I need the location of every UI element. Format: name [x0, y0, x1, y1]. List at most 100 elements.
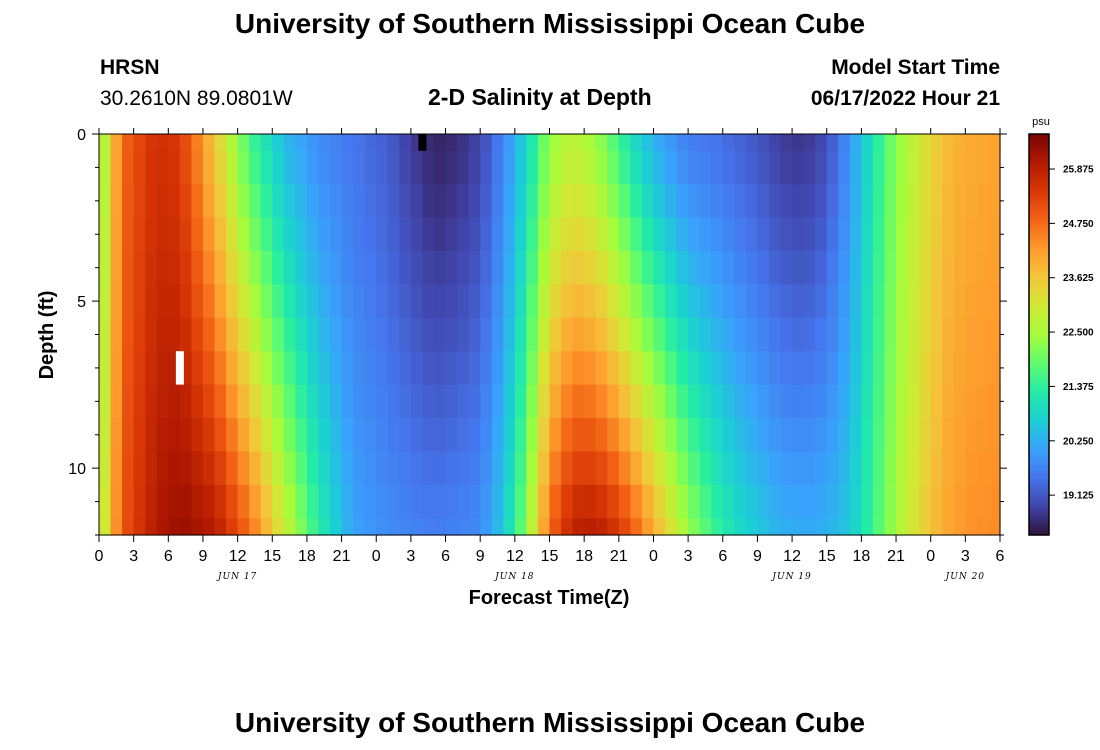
heatmap-cell	[872, 384, 886, 419]
heatmap-cell	[780, 418, 793, 453]
heatmap-cell	[965, 217, 978, 252]
heatmap-cell	[202, 217, 216, 252]
heatmap-cell	[665, 250, 678, 285]
heatmap-cell	[919, 284, 932, 319]
heatmap-cell	[191, 418, 204, 453]
heatmap-cell	[179, 150, 193, 185]
heatmap-cell	[561, 217, 574, 252]
heatmap-cell	[422, 184, 435, 219]
heatmap-cell	[930, 518, 943, 536]
heatmap-cell	[99, 134, 112, 152]
heatmap-cell	[930, 184, 943, 219]
heatmap-cell	[676, 150, 689, 185]
heatmap-cell	[872, 184, 886, 219]
heatmap-cell	[514, 317, 527, 352]
heatmap-cell	[665, 317, 678, 352]
heatmap-cell	[930, 284, 943, 319]
heatmap-cell	[283, 284, 296, 319]
heatmap-cell	[549, 217, 562, 252]
heatmap-cell	[145, 284, 158, 319]
heatmap-cell	[145, 250, 158, 285]
heatmap-cell	[99, 150, 112, 185]
heatmap-cell	[734, 184, 747, 219]
heatmap-cell	[410, 317, 424, 352]
heatmap-cell	[861, 518, 874, 536]
heatmap-cell	[976, 384, 990, 419]
heatmap-cell	[907, 484, 920, 519]
heatmap-cell	[202, 134, 216, 152]
heatmap-cell	[249, 317, 262, 352]
heatmap-cell	[191, 317, 204, 352]
heatmap-cell	[260, 217, 273, 252]
heatmap-cell	[387, 351, 400, 386]
heatmap-cell	[872, 250, 886, 285]
heatmap-cell	[607, 134, 620, 152]
heatmap-cell	[537, 150, 551, 185]
heatmap-cell	[572, 518, 585, 536]
heatmap-cell	[607, 184, 620, 219]
heatmap-cell	[572, 134, 585, 152]
heatmap-cell	[618, 384, 631, 419]
heatmap-cell	[815, 451, 828, 486]
heatmap-cell	[226, 150, 239, 185]
heatmap-cell	[722, 384, 735, 419]
heatmap-cell	[653, 418, 666, 453]
heatmap-cell	[780, 384, 793, 419]
heatmap-cell	[711, 451, 724, 486]
heatmap-cell	[503, 184, 516, 219]
heatmap-cell	[526, 250, 539, 285]
heatmap-cell	[584, 451, 597, 486]
heatmap-cell	[792, 484, 805, 519]
heatmap-cell	[884, 217, 897, 252]
heatmap-cell	[607, 250, 620, 285]
y-tick-label: 0	[77, 127, 86, 144]
heatmap-cell	[803, 134, 816, 152]
heatmap-cell	[826, 250, 839, 285]
heatmap-cell	[491, 518, 504, 536]
heatmap-cell	[399, 351, 412, 386]
date-label: JUN 17	[216, 572, 257, 582]
heatmap-cell	[676, 284, 689, 319]
heatmap-cell	[757, 418, 770, 453]
colorbar-unit: psu	[1032, 116, 1050, 128]
heatmap-cell	[122, 418, 135, 453]
heatmap-cell	[237, 518, 250, 536]
heatmap-cell	[457, 484, 470, 519]
heatmap-cell	[849, 518, 862, 536]
heatmap-cell	[202, 451, 216, 486]
heatmap-cell	[618, 284, 631, 319]
heatmap-cell	[780, 134, 793, 152]
heatmap-cell	[711, 150, 724, 185]
heatmap-cell	[861, 384, 874, 419]
heatmap-cell	[179, 134, 193, 152]
heatmap-cell	[353, 451, 366, 486]
heatmap-cell	[584, 150, 597, 185]
heatmap-cell	[260, 418, 273, 453]
heatmap-cell	[364, 518, 377, 536]
heatmap-cell	[110, 250, 123, 285]
heatmap-cell	[422, 351, 435, 386]
heatmap-cell	[318, 451, 331, 486]
heatmap-cell	[99, 184, 112, 219]
heatmap-cell	[526, 418, 539, 453]
heatmap-cell	[514, 134, 527, 152]
heatmap-cell	[480, 451, 493, 486]
heatmap-cell	[376, 217, 389, 252]
heatmap-cell	[976, 484, 990, 519]
heatmap-cell	[410, 384, 424, 419]
heatmap-cell	[803, 451, 816, 486]
heatmap-cell	[353, 518, 366, 536]
heatmap-cell	[757, 217, 770, 252]
heatmap-cell	[156, 317, 169, 352]
heatmap-cell	[364, 451, 377, 486]
heatmap-cell	[249, 484, 262, 519]
heatmap-cell	[641, 418, 655, 453]
heatmap-cell	[734, 351, 747, 386]
heatmap-cell	[826, 150, 839, 185]
model-start-label: Model Start Time	[831, 56, 1000, 79]
heatmap-cell	[884, 484, 897, 519]
heatmap-cell	[353, 217, 366, 252]
heatmap-cell	[919, 418, 932, 453]
heatmap-cell	[202, 250, 216, 285]
heatmap-cell	[630, 451, 643, 486]
